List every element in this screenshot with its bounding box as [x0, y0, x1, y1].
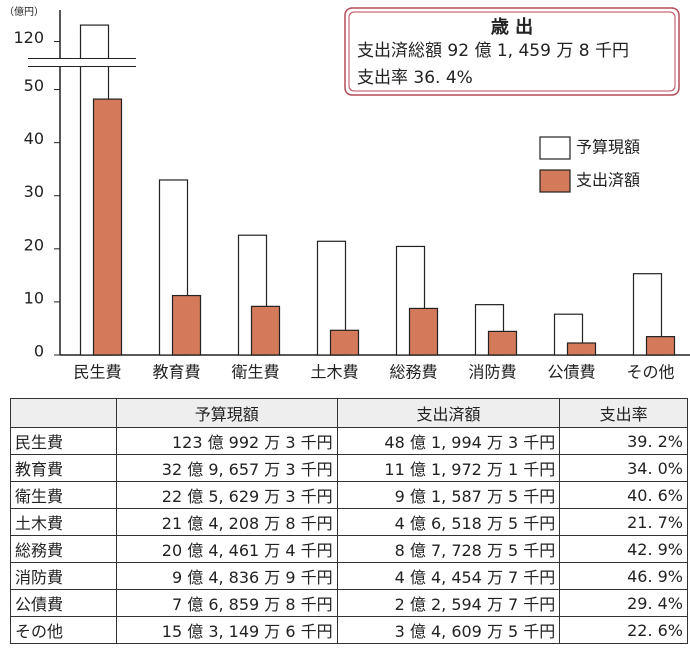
x-tick-label: 土木費 — [310, 363, 358, 382]
table-cell: 34. 0% — [559, 454, 688, 482]
table-cell: 7 億 6, 859 万 8 千円 — [115, 589, 338, 617]
table-cell: 支出済額 — [336, 398, 561, 428]
legend-swatch — [539, 136, 571, 160]
table-cell: 40. 6% — [559, 481, 688, 509]
table-cell: 2 億 2, 594 万 7 千円 — [336, 589, 561, 617]
table-cell: その他 — [10, 616, 117, 644]
table-cell: 46. 9% — [559, 562, 688, 590]
y-tick-label: 50 — [24, 76, 44, 95]
table-cell — [10, 398, 117, 428]
table-cell: 11 億 1, 972 万 1 千円 — [336, 454, 561, 482]
legend-swatch — [539, 169, 571, 193]
table-cell: 3 億 4, 609 万 5 千円 — [336, 616, 561, 644]
table-cell: 21. 7% — [559, 508, 688, 536]
summary-line: 支出済総額 92 億 1, 459 万 8 千円 — [357, 41, 629, 61]
x-tick-label: 衛生費 — [231, 363, 279, 382]
y-tick-label: 120 — [13, 28, 44, 47]
table-row: 教育費 32 億 9, 657 万 3 千円 11 億 1, 972 万 1 千円 3… — [10, 454, 688, 482]
bar — [487, 330, 518, 356]
summary-title: 歳 出 — [491, 16, 533, 38]
unit-label: （億円） — [4, 5, 44, 18]
table-cell: 15 億 3, 149 万 6 千円 — [115, 616, 338, 644]
bar — [645, 336, 676, 356]
table-cell: 消防費 — [10, 562, 117, 590]
y-tick-label: 0 — [34, 342, 44, 361]
bar — [171, 294, 202, 356]
table-cell: 48 億 1, 994 万 3 千円 — [336, 427, 561, 455]
table-cell: 21 億 4, 208 万 8 千円 — [115, 508, 338, 536]
chart: 歳 出 支出済総額 92 億 1, 459 万 8 千円 支出率 36. 4% … — [4, 5, 690, 382]
summary-box-inner — [348, 11, 676, 92]
table-cell: 土木費 — [10, 508, 117, 536]
table-cell: 42. 9% — [559, 535, 688, 563]
table-row: 公債費 7 億 6, 859 万 8 千円 2 億 2, 594 万 7 千円 29.… — [10, 589, 688, 617]
summary-line: 支出率 36. 4% — [357, 68, 473, 88]
x-tick-label: 公債費 — [547, 363, 595, 382]
table-cell: 22. 6% — [559, 616, 688, 644]
y-tick-label: 40 — [24, 129, 44, 148]
y-tick-label: 20 — [24, 235, 44, 254]
x-tick-label: 民生費 — [73, 363, 121, 382]
x-tick-label: 消防費 — [468, 363, 516, 382]
x-tick-label: 総務費 — [389, 363, 437, 382]
table-cell: 20 億 4, 461 万 4 千円 — [115, 535, 338, 563]
x-tick-label: 教育費 — [152, 363, 200, 382]
table-cell: 4 億 6, 518 万 5 千円 — [336, 508, 561, 536]
bar — [566, 342, 597, 356]
legend-label: 予算現額 — [576, 138, 640, 157]
table-cell: 教育費 — [10, 454, 117, 482]
x-tick-label: その他 — [626, 363, 674, 382]
data-table: 予算現額 支出済額 支出率 民生費 123 億 992 万 3 千円 48 億 1, 99… — [10, 398, 688, 644]
summary-box — [344, 7, 680, 96]
table-row: 総務費 20 億 4, 461 万 4 千円 8 億 7, 728 万 5 千円 42… — [10, 535, 688, 563]
y-tick-label: 10 — [24, 288, 44, 307]
axis-break-fill — [28, 58, 136, 70]
table-cell: 22 億 5, 629 万 3 千円 — [115, 481, 338, 509]
table-row: 衛生費 22 億 5, 629 万 3 千円 9 億 1, 587 万 5 千円 40… — [10, 481, 688, 509]
table-cell: 29. 4% — [559, 589, 688, 617]
table-cell: 9 億 4, 836 万 9 千円 — [115, 562, 338, 590]
table-row: その他 15 億 3, 149 万 6 千円 3 億 4, 609 万 5 千円 22… — [10, 616, 688, 644]
table-cell: 4 億 4, 454 万 7 千円 — [336, 562, 561, 590]
legend-label: 支出済額 — [576, 171, 640, 190]
table-cell: 予算現額 — [115, 398, 338, 428]
table-cell: 123 億 992 万 3 千円 — [115, 427, 338, 455]
bar — [329, 329, 360, 356]
table-cell: 32 億 9, 657 万 3 千円 — [115, 454, 338, 482]
table-cell: 公債費 — [10, 589, 117, 617]
table-row: 土木費 21 億 4, 208 万 8 千円 4 億 6, 518 万 5 千円 21… — [10, 508, 688, 536]
bar — [92, 98, 123, 356]
table-cell: 民生費 — [10, 427, 117, 455]
bar — [250, 305, 281, 356]
bar — [408, 307, 439, 356]
table-cell: 支出率 — [559, 398, 688, 428]
table-row: 民生費 123 億 992 万 3 千円 48 億 1, 994 万 3 千円 39.… — [10, 427, 688, 455]
table-row: 消防費 9 億 4, 836 万 9 千円 4 億 4, 454 万 7 千円 46.… — [10, 562, 688, 590]
table-cell: 衛生費 — [10, 481, 117, 509]
table-cell: 39. 2% — [559, 427, 688, 455]
table-cell: 9 億 1, 587 万 5 千円 — [336, 481, 561, 509]
table-cell: 8 億 7, 728 万 5 千円 — [336, 535, 561, 563]
y-tick-label: 30 — [24, 182, 44, 201]
table-cell: 総務費 — [10, 535, 117, 563]
table-row: 予算現額 支出済額 支出率 — [10, 398, 688, 428]
